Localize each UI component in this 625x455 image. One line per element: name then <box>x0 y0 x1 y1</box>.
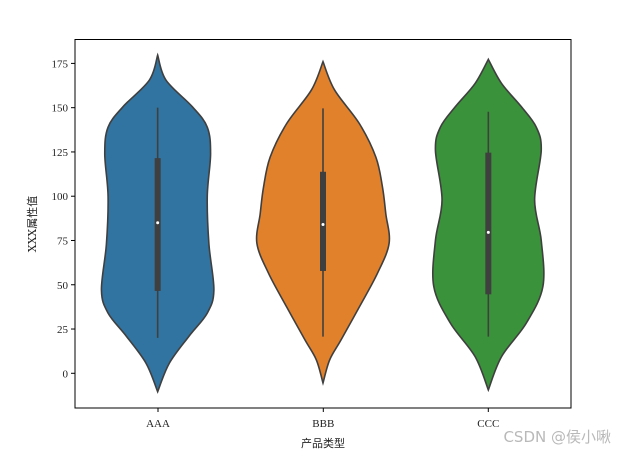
x-tick-label: BBB <box>312 418 334 430</box>
y-tick-label: 75 <box>57 235 69 247</box>
y-tick-label: 100 <box>52 191 69 203</box>
violin-iqr-box <box>154 158 161 291</box>
violin-iqr-box <box>485 152 492 295</box>
y-tick-label: 25 <box>57 324 69 336</box>
y-tick-label: 0 <box>63 368 69 380</box>
y-axis: 0 25 50 75 100 125 150 175 <box>52 58 75 380</box>
x-tick-label: AAA <box>146 418 170 430</box>
y-tick-label: 175 <box>52 58 69 70</box>
violin-median-point <box>321 223 325 227</box>
violins-layer <box>100 52 545 394</box>
y-tick-label: 50 <box>57 280 69 292</box>
x-axis-label: 产品类型 <box>301 436 345 450</box>
y-tick-label: 125 <box>52 147 69 159</box>
violin-median-point <box>156 221 160 225</box>
violin-iqr-box <box>320 171 326 271</box>
x-axis: AAA BBB CCC <box>146 408 499 430</box>
x-tick-label: CCC <box>477 418 499 430</box>
violin-median-point <box>486 230 490 234</box>
y-tick-label: 150 <box>52 103 69 115</box>
y-axis-label: XXX属性值 <box>25 196 39 253</box>
watermark: CSDN @侯小啾 <box>503 428 611 446</box>
